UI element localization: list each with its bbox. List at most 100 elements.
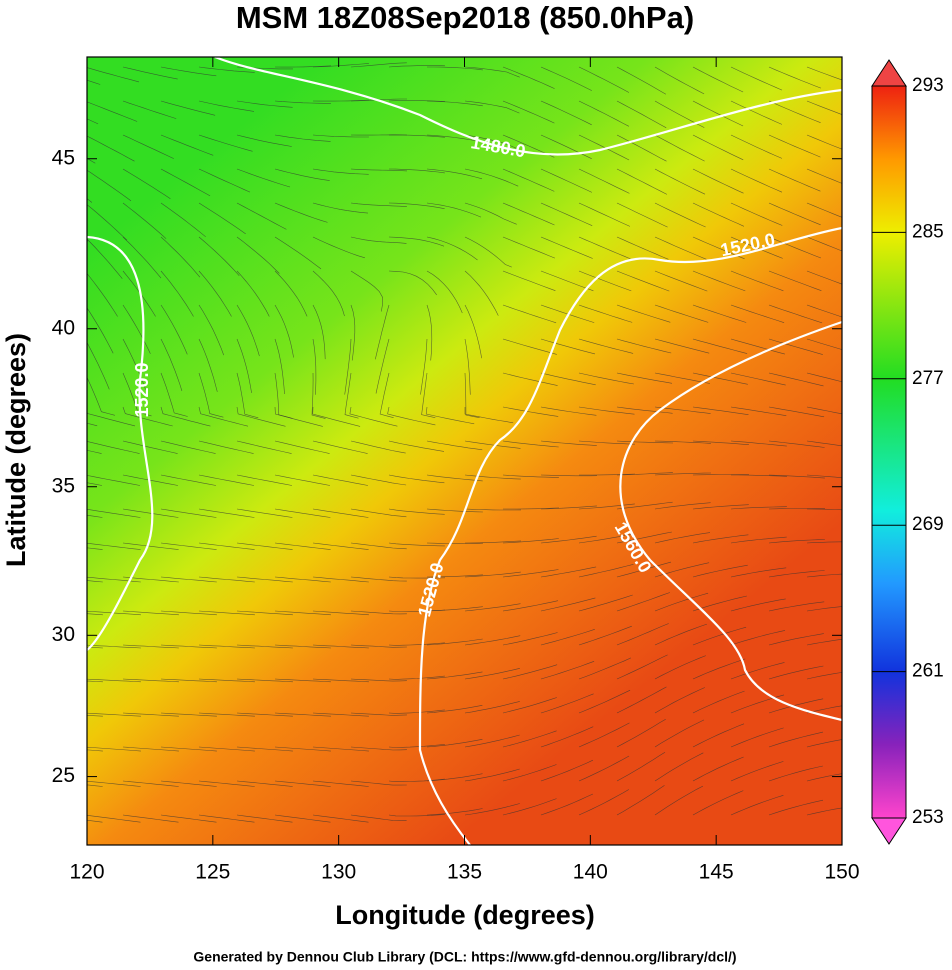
streamline <box>122 542 179 550</box>
streamline <box>768 372 824 387</box>
streamline <box>274 542 331 550</box>
streamline <box>87 101 138 122</box>
streamline <box>47 237 84 279</box>
colorbar-extend-bottom <box>871 817 907 845</box>
streamline <box>464 202 517 225</box>
streamline <box>87 475 141 486</box>
streamline <box>768 304 823 324</box>
streamline <box>87 814 141 823</box>
streamline <box>87 204 128 241</box>
streamline <box>806 134 842 150</box>
streamline <box>692 723 745 748</box>
streamline <box>540 759 594 782</box>
streamline <box>806 807 842 816</box>
streamline <box>236 712 293 717</box>
streamline <box>87 376 115 416</box>
streamline <box>198 440 254 454</box>
x-tick-label: 125 <box>195 861 230 884</box>
streamline <box>616 501 673 510</box>
streamline <box>274 304 294 358</box>
streamline <box>160 678 217 683</box>
streamline <box>616 270 670 292</box>
streamline <box>122 304 151 354</box>
streamline <box>87 118 99 125</box>
streamline <box>426 168 483 180</box>
streamline <box>464 236 512 268</box>
streamline <box>160 610 217 616</box>
streamline <box>87 749 103 752</box>
contour-line <box>87 235 154 651</box>
streamline <box>426 440 483 451</box>
contours <box>87 57 842 845</box>
streamline <box>616 719 666 748</box>
streamline <box>806 573 842 578</box>
streamline <box>730 727 784 748</box>
streamline <box>421 372 436 418</box>
streamline <box>540 168 593 193</box>
streamline <box>350 304 356 361</box>
streamline <box>350 678 407 682</box>
streamline <box>388 134 445 138</box>
streamline <box>692 372 748 385</box>
streamline <box>312 63 369 68</box>
streamline <box>274 440 330 454</box>
streamline <box>654 338 710 354</box>
streamline <box>160 474 217 486</box>
streamline <box>464 508 522 511</box>
streamline <box>654 752 704 782</box>
streamline <box>806 773 842 782</box>
streamline <box>160 406 211 427</box>
streamline <box>87 307 114 354</box>
streamline <box>540 505 597 510</box>
streamline <box>426 304 433 361</box>
streamline <box>616 561 672 578</box>
streamline <box>692 338 748 354</box>
streamline <box>464 372 480 418</box>
streamline <box>425 406 475 425</box>
streamline <box>540 100 592 126</box>
streamline <box>578 406 635 415</box>
streamline <box>87 780 141 787</box>
streamline <box>311 372 326 419</box>
streamline <box>87 542 141 550</box>
streamline <box>730 134 783 159</box>
streamline <box>87 746 141 752</box>
streamline <box>768 270 822 291</box>
streamline <box>692 756 744 782</box>
streamline <box>464 338 471 395</box>
streamline <box>198 746 255 752</box>
streamline <box>87 580 103 583</box>
streamline <box>312 202 369 214</box>
contour-line <box>619 320 842 722</box>
colorbar <box>871 85 907 819</box>
streamline <box>540 406 597 416</box>
y-tick-label: 25 <box>52 764 75 787</box>
contour-line <box>214 57 842 156</box>
streamline <box>350 780 407 786</box>
streamline <box>388 508 445 515</box>
streamline <box>87 547 103 550</box>
streamline <box>350 62 407 68</box>
streamline <box>198 236 240 277</box>
streamline <box>274 712 331 717</box>
streamline <box>87 341 110 390</box>
streamline <box>502 697 557 714</box>
streamline <box>160 746 217 752</box>
streamline <box>540 134 592 159</box>
streamline <box>87 613 103 616</box>
streamline <box>502 202 555 226</box>
x-tick-label: 145 <box>699 861 734 884</box>
streamline <box>349 406 398 427</box>
streamline <box>236 202 287 230</box>
streamline <box>730 598 786 612</box>
streamline <box>122 814 179 823</box>
streamline <box>198 508 255 518</box>
streamline <box>616 168 668 195</box>
streamline <box>654 472 712 476</box>
streamline <box>236 610 293 616</box>
streamline <box>730 304 785 323</box>
streamline <box>540 270 594 292</box>
streamline <box>236 270 270 317</box>
streamline <box>768 66 822 89</box>
streamline <box>692 658 746 680</box>
